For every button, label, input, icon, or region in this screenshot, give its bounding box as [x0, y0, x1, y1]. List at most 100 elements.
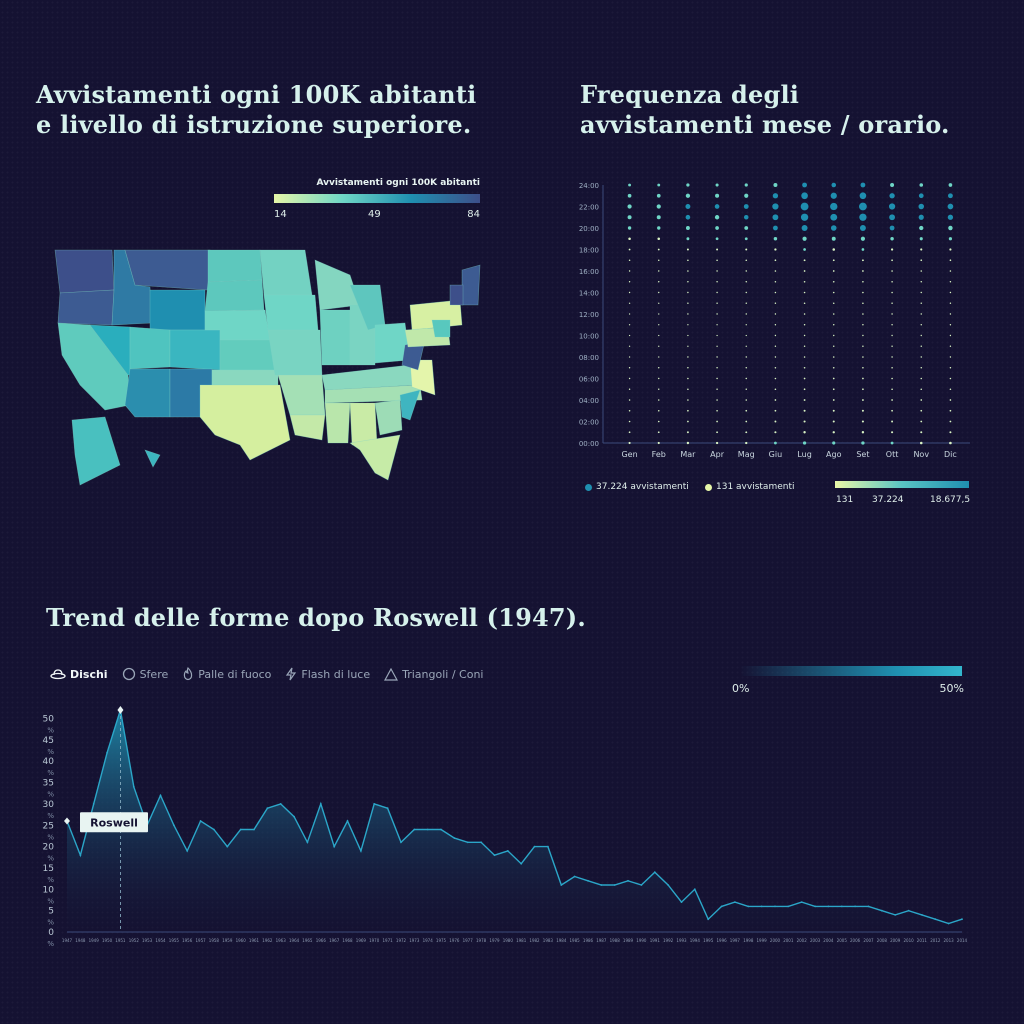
tab-triangoli-coni[interactable]: Triangoli / Coni	[384, 667, 483, 681]
map-state[interactable]	[149, 289, 206, 331]
heatmap-bubble	[891, 388, 893, 391]
heatmap-bubble	[745, 356, 747, 358]
map-state[interactable]	[349, 434, 401, 481]
heatmap-bubble	[658, 291, 660, 294]
trend-x-tick-label: 1996	[717, 938, 728, 943]
heatmap-bubble	[745, 248, 748, 251]
heatmap-bubble	[891, 270, 893, 272]
map-state[interactable]	[219, 339, 276, 371]
heatmap-bubble	[832, 366, 835, 369]
map-state[interactable]	[124, 368, 171, 418]
map-state[interactable]	[204, 279, 265, 312]
map-state[interactable]	[449, 284, 464, 306]
map-state[interactable]	[57, 289, 115, 326]
trend-x-tick-label: 2013	[944, 938, 955, 943]
map-state[interactable]	[277, 374, 326, 416]
heatmap-legend-min-item: 131 avvistamenti	[705, 482, 794, 492]
map-state[interactable]	[199, 384, 291, 461]
heatmap-y-tick-label: 02:00	[579, 419, 599, 427]
map-state[interactable]	[54, 249, 115, 294]
month-hour-bubble-chart: 00:00 02:00 04:00 06:00 08:00 10:00 12:00 14:00…	[579, 182, 970, 459]
map-state[interactable]	[319, 309, 351, 366]
heatmap-bubble	[716, 291, 718, 294]
map-state[interactable]	[124, 249, 211, 291]
trend-x-tick-label: 1964	[289, 938, 300, 943]
map-state[interactable]	[211, 369, 279, 386]
heatmap-x-tick-label: Apr	[710, 450, 725, 459]
heatmap-bubble	[627, 204, 632, 209]
map-state[interactable]	[71, 416, 121, 486]
tab-dischi-label: Dischi	[70, 667, 108, 681]
heatmap-bubble	[889, 225, 895, 231]
tab-sfere[interactable]: Sfere	[122, 667, 168, 681]
heatmap-bubble	[716, 399, 718, 401]
map-state[interactable]	[263, 294, 319, 331]
map-state[interactable]	[324, 402, 351, 444]
map-state[interactable]	[129, 326, 171, 370]
trend-x-tick-label: 1972	[396, 938, 407, 943]
heatmap-bubble	[745, 377, 747, 380]
trend-x-tick-label: 2000	[770, 938, 781, 943]
heatmap-legend-tick-2: 37.224	[872, 495, 904, 505]
heatmap-x-tick-label: Giu	[769, 450, 783, 459]
trend-point	[520, 862, 523, 865]
heatmap-bubble	[861, 420, 864, 423]
roswell-label-box	[80, 812, 148, 833]
heatmap-bubble	[745, 409, 748, 412]
trend-point	[867, 905, 870, 908]
heatmap-bubble	[657, 431, 660, 434]
trend-point	[707, 918, 710, 921]
trend-point	[734, 901, 736, 903]
trend-point	[640, 884, 643, 886]
heatmap-bubble	[891, 291, 893, 294]
trend-point	[199, 820, 202, 822]
trend-x-tick-label: 1986	[583, 938, 594, 943]
heatmap-bubble	[862, 334, 864, 337]
trend-point	[506, 850, 509, 852]
heatmap-bubble	[628, 431, 631, 434]
heatmap-bubble	[920, 377, 923, 380]
heatmap-bubble	[716, 281, 718, 283]
tab-palle-di-fuoco[interactable]: Palle di fuoco	[182, 667, 271, 681]
trend-point	[560, 884, 563, 886]
heatmap-bubble	[687, 420, 689, 423]
map-state[interactable]	[289, 414, 326, 441]
map-state[interactable]	[349, 402, 378, 446]
heatmap-bubble	[862, 366, 864, 369]
trend-point	[587, 879, 589, 882]
map-state[interactable]	[169, 329, 221, 371]
us-choropleth-map	[54, 249, 481, 486]
map-state[interactable]	[267, 329, 323, 376]
map-state[interactable]	[399, 389, 421, 421]
heatmap-bubble	[716, 420, 718, 423]
trend-point	[453, 837, 456, 839]
map-state[interactable]	[259, 249, 313, 296]
trend-point	[627, 879, 629, 882]
heatmap-bubble	[920, 345, 922, 347]
heatmap-bubble	[947, 203, 954, 210]
heatmap-bubble	[716, 377, 718, 380]
heatmap-bubble	[774, 431, 777, 434]
heatmap-bubble	[802, 441, 807, 445]
heatmap-bubble	[686, 431, 689, 434]
trend-x-tick-label: 1960	[236, 938, 247, 943]
trend-y-tick-unit: %	[47, 919, 54, 927]
map-state[interactable]	[431, 319, 451, 338]
trend-x-tick-label: 1955	[169, 938, 180, 943]
heatmap-x-tick-label: Feb	[652, 450, 666, 459]
heatmap-bubble	[687, 345, 689, 347]
tab-flash-di-luce[interactable]: Flash di luce	[285, 667, 370, 681]
map-state[interactable]	[374, 399, 403, 436]
tab-dischi[interactable]: Dischi	[50, 667, 108, 681]
trend-point	[373, 803, 376, 805]
map-state[interactable]	[144, 449, 161, 468]
map-state[interactable]	[324, 384, 423, 404]
heatmap-bubble	[802, 236, 807, 241]
trend-x-tick-label: 1971	[383, 938, 394, 943]
trend-point	[533, 845, 536, 848]
map-state[interactable]	[207, 249, 263, 283]
heatmap-bubble	[920, 324, 922, 326]
heatmap-bubble	[658, 399, 660, 401]
heatmap-bubble	[657, 183, 661, 187]
map-state[interactable]	[461, 264, 481, 306]
